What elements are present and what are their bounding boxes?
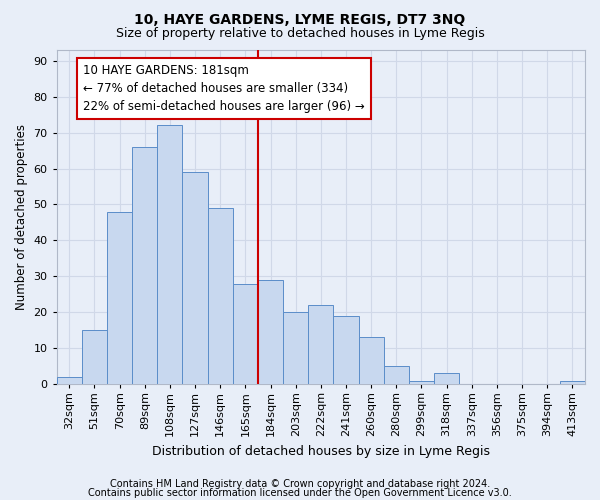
Text: Contains HM Land Registry data © Crown copyright and database right 2024.: Contains HM Land Registry data © Crown c… [110,479,490,489]
Bar [434,374,459,384]
Bar [384,366,409,384]
Bar [258,280,283,384]
Bar [409,380,434,384]
Bar [308,305,334,384]
X-axis label: Distribution of detached houses by size in Lyme Regis: Distribution of detached houses by size … [152,444,490,458]
Bar [233,284,258,384]
Bar [208,208,233,384]
Bar [132,147,157,384]
Bar [57,377,82,384]
Y-axis label: Number of detached properties: Number of detached properties [15,124,28,310]
Bar [82,330,107,384]
Bar [560,380,585,384]
Bar [182,172,208,384]
Text: 10 HAYE GARDENS: 181sqm
← 77% of detached houses are smaller (334)
22% of semi-d: 10 HAYE GARDENS: 181sqm ← 77% of detache… [83,64,365,114]
Bar [157,126,182,384]
Text: Contains public sector information licensed under the Open Government Licence v3: Contains public sector information licen… [88,488,512,498]
Bar [334,316,359,384]
Bar [107,212,132,384]
Bar [359,338,384,384]
Text: Size of property relative to detached houses in Lyme Regis: Size of property relative to detached ho… [116,28,484,40]
Bar [283,312,308,384]
Text: 10, HAYE GARDENS, LYME REGIS, DT7 3NQ: 10, HAYE GARDENS, LYME REGIS, DT7 3NQ [134,12,466,26]
